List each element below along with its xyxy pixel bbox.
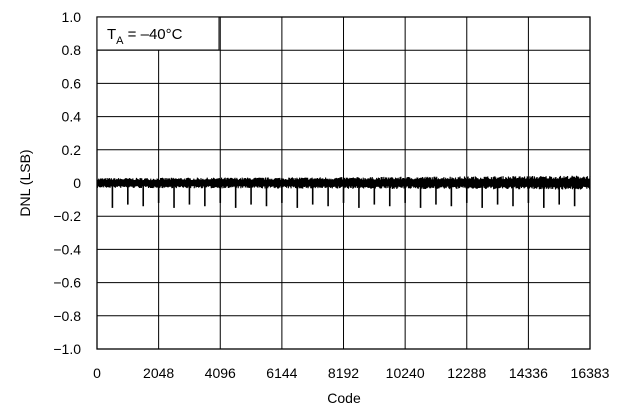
- x-tick-label: 6144: [266, 365, 297, 381]
- plot-frame: [96, 16, 591, 350]
- x-axis-label: Code: [327, 390, 361, 406]
- y-axis-label: DNL (LSB): [17, 149, 33, 216]
- y-tick-label: 0.4: [62, 109, 82, 125]
- y-tick-label: 1.0: [62, 9, 82, 25]
- annotation-subscript: A: [116, 35, 124, 47]
- y-tick-label: 0.8: [62, 42, 82, 58]
- x-tick-label: 12288: [447, 365, 486, 381]
- dnl-noise-band: [96, 175, 591, 190]
- x-tick-labels: 0 2048 4096 6144 8192 10240 12288 14336 16383: [93, 365, 610, 381]
- dnl-series: [96, 175, 591, 208]
- temperature-annotation: TA = –40°C: [96, 16, 220, 51]
- x-tick-label: 10240: [386, 365, 425, 381]
- x-tick-label: 0: [93, 365, 101, 381]
- x-tick-label: 4096: [205, 365, 236, 381]
- y-tick-label: −0.2: [53, 208, 81, 224]
- annotation-main: T: [107, 26, 116, 43]
- x-tick-label: 2048: [143, 365, 174, 381]
- y-tick-label: 0.2: [62, 142, 82, 158]
- y-tick-label: −0.6: [53, 275, 81, 291]
- y-tick-label: −0.8: [53, 308, 81, 324]
- y-tick-labels: 1.0 0.8 0.6 0.4 0.2 0 −0.2 −0.4 −0.6 −0.8 −1.0: [53, 9, 81, 357]
- x-tick-label: 14336: [509, 365, 548, 381]
- annotation-text: TA = –40°C: [107, 26, 183, 47]
- y-tick-label: 0.6: [62, 75, 82, 91]
- y-tick-label: −1.0: [53, 341, 81, 357]
- y-tick-label: −0.4: [53, 241, 81, 257]
- x-tick-label: 16383: [571, 365, 610, 381]
- annotation-box: [96, 16, 220, 51]
- x-tick-label: 8192: [328, 365, 359, 381]
- y-tick-label: 0: [73, 175, 81, 191]
- annotation-rest: = –40°C: [124, 26, 183, 43]
